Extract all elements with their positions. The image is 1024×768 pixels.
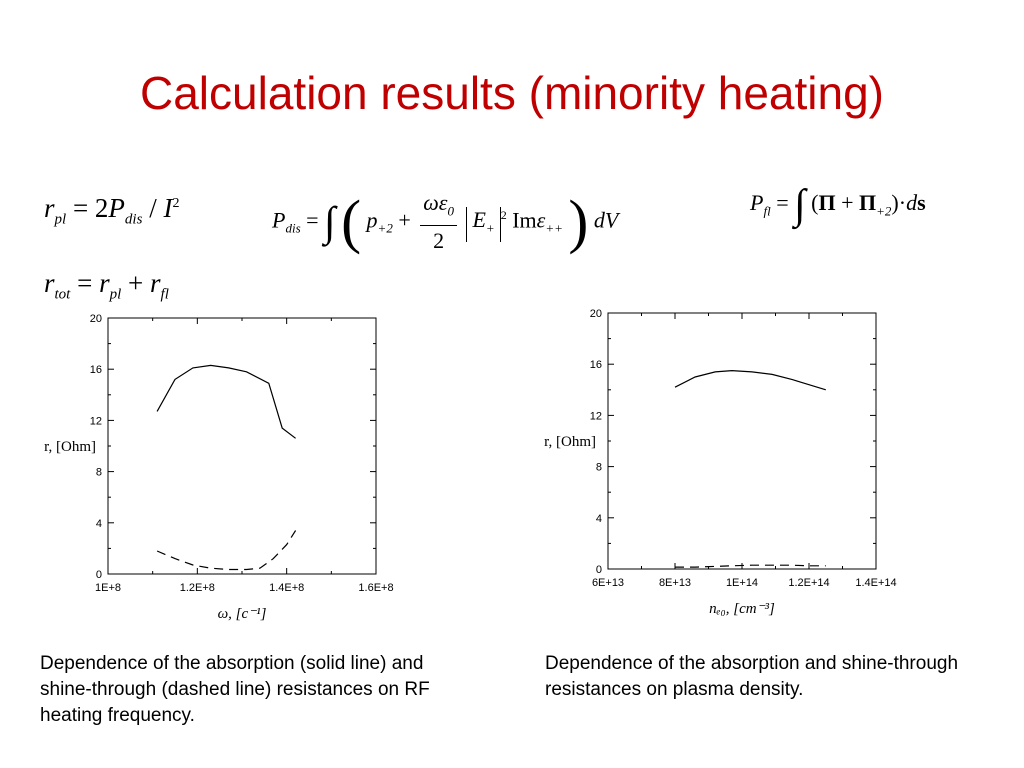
plot-frame <box>607 312 877 570</box>
y-tick-label: 0 <box>96 569 102 581</box>
eq-symbol: r <box>99 268 110 298</box>
eq-denominator: 2 <box>433 228 445 254</box>
shine-through-line <box>675 564 826 568</box>
eq-superscript: 2 <box>500 207 507 222</box>
eq-symbol: s <box>917 190 926 215</box>
integral-sign: ∫ <box>794 182 806 228</box>
y-axis-label: r, [Ohm] <box>44 439 96 455</box>
x-tick-label: 1.4E+8 <box>269 582 304 594</box>
y-tick-label: 4 <box>96 518 102 530</box>
equation-rpl: rpl = 2Pdis / I2 <box>44 193 179 228</box>
y-tick-label: 12 <box>590 410 602 422</box>
eq-symbol: d <box>906 190 918 215</box>
eq-symbol: p <box>366 207 378 233</box>
eq-subscript: fl <box>763 203 771 219</box>
x-tick-label: 6E+13 <box>592 577 624 589</box>
eq-paren: ( <box>341 188 362 255</box>
x-tick-label: 1.2E+8 <box>180 582 215 594</box>
eq-subscript: 0 <box>447 203 454 219</box>
eq-operator: = <box>77 268 93 298</box>
eq-subscript: +2 <box>876 203 892 219</box>
eq-symbol: E <box>472 207 486 233</box>
chart-density: 0 4 8 12 16 20 6E+13 8E+13 1E+14 1.2E+14 1.4E+14 nₑ… <box>544 308 897 617</box>
x-tick-label: 1.4E+14 <box>855 577 896 589</box>
x-axis-label: ω, [c⁻¹] <box>218 606 267 622</box>
slide-title: Calculation results (minority heating) <box>140 67 884 119</box>
y-axis-label: r, [Ohm] <box>544 434 596 450</box>
y-tick-label: 20 <box>590 308 602 320</box>
eq-symbol: P <box>108 193 125 223</box>
eq-operator: + <box>128 268 144 298</box>
eq-subscript: ++ <box>545 220 563 236</box>
eq-paren: ( <box>811 190 819 215</box>
x-tick-label: 1.2E+14 <box>788 577 829 589</box>
eq-operator: = <box>306 207 319 233</box>
eq-subscript: +2 <box>377 220 393 236</box>
eq-symbol: r <box>150 268 161 298</box>
eq-subscript: dis <box>285 220 301 236</box>
eq-symbol: P <box>272 207 286 233</box>
y-tick-label: 16 <box>90 364 102 376</box>
y-tick-label: 8 <box>96 467 102 479</box>
x-axis-label: nₑ₀, [cm⁻³] <box>709 601 775 617</box>
absorption-line <box>156 364 296 439</box>
eq-operator: · <box>898 190 907 215</box>
plot-frame <box>107 317 377 575</box>
eq-subscript: fl <box>160 286 169 303</box>
eq-subscript: + <box>485 220 495 236</box>
eq-operator: + <box>398 207 411 233</box>
eq-subscript: pl <box>109 286 122 303</box>
y-tick-label: 0 <box>596 564 602 576</box>
eq-superscript: 2 <box>172 196 180 211</box>
x-tick-label: 1.6E+8 <box>358 582 393 594</box>
eq-operator: = <box>776 190 789 215</box>
shine-through-line <box>156 530 297 571</box>
integral-sign: ∫ <box>324 199 336 246</box>
caption-density: Dependence of the absorption and shine-t… <box>545 653 959 700</box>
eq-symbol: ωε <box>423 190 448 215</box>
eq-fraction: ωε0 2 <box>420 190 457 254</box>
y-tick-label: 16 <box>590 359 602 371</box>
eq-paren: ) <box>568 188 589 255</box>
eq-symbol: r <box>44 268 55 298</box>
eq-abs: E+ <box>466 207 501 242</box>
eq-subscript: dis <box>124 211 143 228</box>
eq-operator: = <box>72 193 89 223</box>
eq-symbol: r <box>44 193 55 223</box>
eq-coefficient: 2 <box>94 193 109 223</box>
x-tick-label: 1E+8 <box>95 582 121 594</box>
chart-frequency: 0 4 8 12 16 20 1E+8 1.2E+8 1.4E+8 1.6E+8 ω, [c⁻¹] r… <box>44 313 393 622</box>
eq-symbol: dV <box>593 207 619 233</box>
equation-pdis: Pdis = ∫ ( p+2 + ωε0 2 E+2 Imε++ ) dV <box>272 190 618 254</box>
eq-operator: Im <box>512 207 537 233</box>
eq-operator: + <box>841 190 854 215</box>
y-tick-label: 8 <box>596 462 602 474</box>
equation-rtot: rtot = rpl + rfl <box>44 268 169 303</box>
absorption-line <box>674 369 826 391</box>
eq-operator: / <box>149 193 157 223</box>
eq-subscript: pl <box>54 211 67 228</box>
eq-subscript: tot <box>54 286 71 303</box>
equation-pfl: Pfl = ∫ (Π + Π+2)·ds <box>750 184 926 226</box>
eq-symbol: Π <box>818 190 836 215</box>
caption-frequency: Dependence of the absorption (solid line… <box>40 653 430 726</box>
y-tick-label: 20 <box>90 313 102 325</box>
y-tick-label: 4 <box>596 513 602 525</box>
y-tick-label: 12 <box>90 415 102 427</box>
x-tick-label: 1E+14 <box>726 577 758 589</box>
eq-symbol: Π <box>859 190 877 215</box>
x-tick-label: 8E+13 <box>659 577 691 589</box>
eq-symbol: ε <box>536 207 546 233</box>
eq-symbol: I <box>163 193 173 223</box>
eq-symbol: P <box>750 190 764 215</box>
eq-paren: ) <box>891 190 899 215</box>
